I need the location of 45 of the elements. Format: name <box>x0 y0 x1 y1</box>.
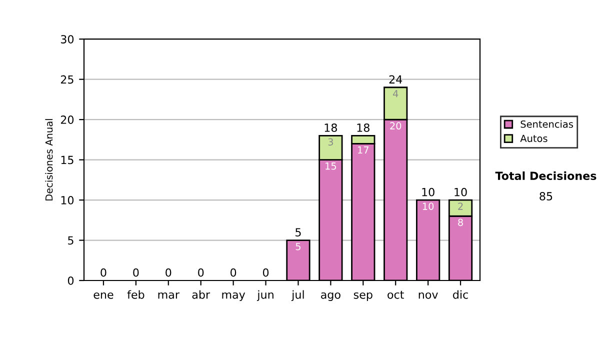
x-tick-label: mar <box>158 292 180 299</box>
text: 0 <box>262 268 269 277</box>
data-label: 5 <box>296 242 300 250</box>
total-label: 24 <box>389 75 402 84</box>
data-label: 3 <box>328 138 333 146</box>
x-tick-label: may <box>222 292 246 301</box>
text: 0 <box>230 268 236 277</box>
y-tick-label: 20 <box>60 116 74 124</box>
text: 0 <box>100 268 106 277</box>
data-label: 4 <box>392 90 398 98</box>
x-tick-label: ene <box>94 292 114 299</box>
x-tick-label: ago <box>321 292 340 301</box>
y-tick-label: 5 <box>68 236 74 245</box>
text: 85 <box>540 192 552 200</box>
x-tick-label: jun <box>256 290 274 301</box>
y-tick-label: 0 <box>68 276 74 285</box>
x-tick-label: nov <box>418 292 438 299</box>
legend-label: Autos <box>520 134 548 142</box>
data-label: 2 <box>458 202 463 210</box>
x-tick-label: abr <box>192 290 210 299</box>
x-tick-label: feb <box>127 290 144 299</box>
text: 0 <box>166 268 172 277</box>
total-label: 10 <box>422 188 434 196</box>
data-label: 8 <box>458 218 463 226</box>
text: Total Decisiones <box>495 171 596 180</box>
total-label: 10 <box>454 188 467 196</box>
total-label: 5 <box>296 228 301 237</box>
total-label: 18 <box>324 123 337 132</box>
data-label: 17 <box>358 146 368 154</box>
y-tick-label: 30 <box>60 35 74 44</box>
y-axis-title: Decisiones Anual <box>45 119 53 200</box>
x-tick-label: dic <box>453 290 468 299</box>
data-label: 15 <box>326 162 336 170</box>
x-tick-label: sep <box>354 292 372 301</box>
y-tick-label: 25 <box>60 75 74 84</box>
data-label: 10 <box>422 202 434 210</box>
text: 0 <box>198 268 204 277</box>
total-label: 18 <box>357 123 370 132</box>
y-tick-label: 10 <box>61 196 74 204</box>
x-tick-label: oct <box>388 290 404 299</box>
data-label: 20 <box>390 122 402 130</box>
text: 0 <box>133 268 139 277</box>
y-tick-label: 15 <box>61 156 74 164</box>
x-tick-label: jul <box>291 290 304 301</box>
legend-label: Sentencias <box>520 120 574 128</box>
